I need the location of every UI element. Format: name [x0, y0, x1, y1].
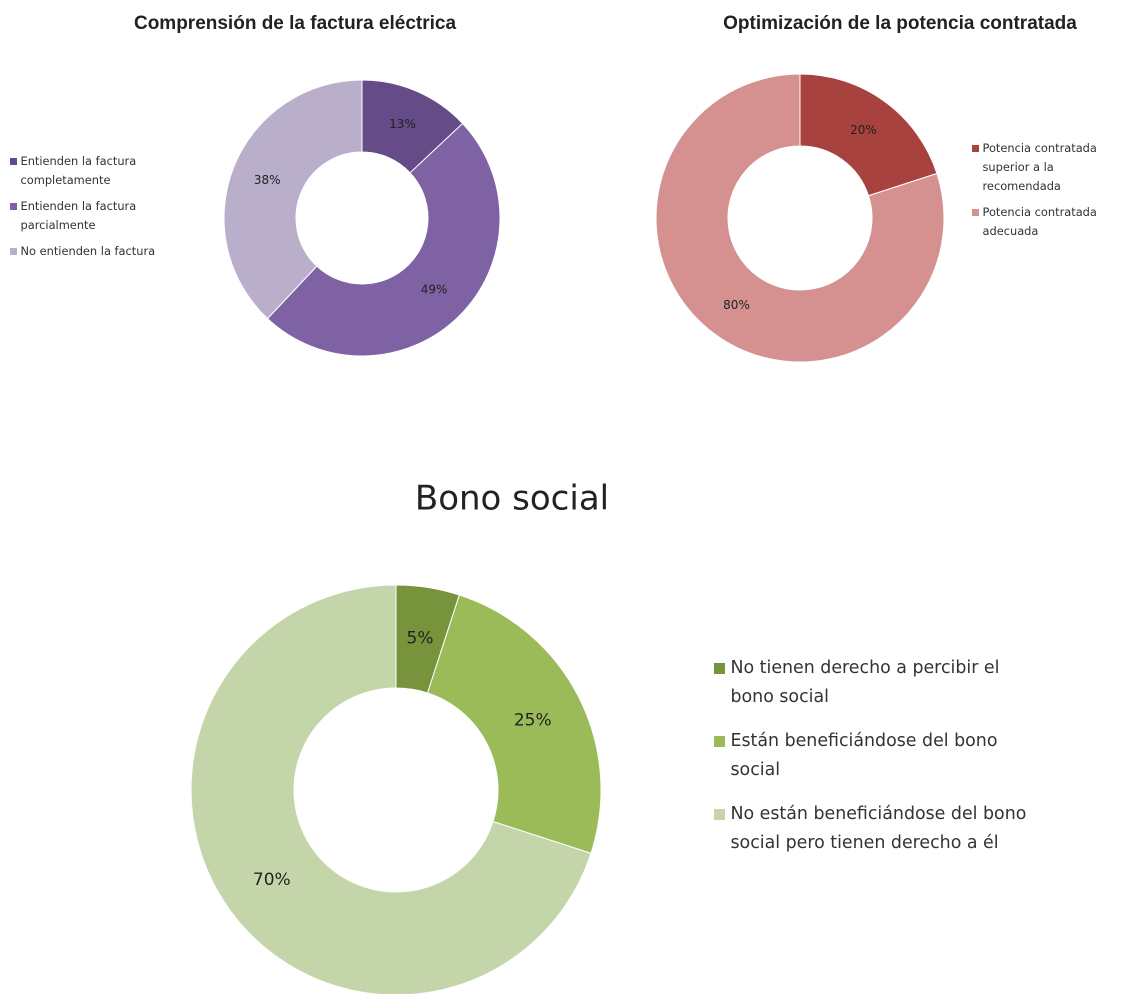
legend-label: Entienden la factura completamente: [20, 154, 137, 187]
chart-title: Optimización de la potencia contratada: [723, 13, 1077, 34]
legend-item: Potencia contratada adecuada: [972, 203, 1127, 241]
donut-slice: [799, 73, 938, 197]
legend-item: Están beneficiándose del bono social: [714, 727, 1034, 785]
legend-label: Están beneficiándose del bono social: [730, 731, 998, 780]
data-label: 38%: [254, 173, 281, 187]
legend-item: No tienen derecho a percibir el bono soc…: [714, 654, 1034, 712]
legend-swatch: [972, 145, 979, 152]
legend-item: Entienden la factura completamente: [10, 152, 175, 190]
legend-item: Potencia contratada superior a la recome…: [972, 139, 1127, 196]
data-label: 25%: [514, 710, 552, 730]
donut-slice: [266, 122, 501, 357]
legend-item: No entienden la factura: [10, 242, 175, 261]
legend-swatch: [714, 736, 725, 747]
data-label: 20%: [850, 123, 877, 137]
legend-swatch: [972, 209, 979, 216]
data-label: 80%: [723, 298, 750, 312]
legend-label: No están beneficiándose del bono social …: [730, 804, 1027, 853]
legend: Entienden la factura completamente Entien…: [10, 152, 175, 268]
legend-swatch: [10, 203, 17, 210]
data-label: 13%: [389, 117, 416, 131]
legend-swatch: [10, 248, 17, 255]
chart-title: Comprensión de la factura eléctrica: [134, 13, 456, 34]
legend-label: Potencia contratada adecuada: [982, 205, 1097, 238]
legend-label: Entienden la factura parcialmente: [20, 199, 137, 232]
chart-title: Bono social: [415, 479, 609, 519]
legend-item: Entienden la factura parcialmente: [10, 197, 175, 235]
legend-swatch: [714, 809, 725, 820]
legend-label: Potencia contratada superior a la recome…: [982, 141, 1097, 193]
legend-label: No tienen derecho a percibir el bono soc…: [730, 658, 1000, 707]
data-label: 70%: [253, 870, 291, 890]
donut-slice: [190, 584, 592, 994]
legend: Potencia contratada superior a la recome…: [972, 139, 1127, 248]
legend-label: No entienden la factura: [20, 244, 156, 258]
legend-swatch: [10, 158, 17, 165]
donut-slice: [426, 594, 602, 854]
donut-slice: [223, 79, 363, 320]
legend-item: No están beneficiándose del bono social …: [714, 800, 1034, 858]
donut-slice: [655, 73, 945, 363]
data-label: 49%: [421, 283, 448, 297]
legend: No tienen derecho a percibir el bono soc…: [714, 654, 1034, 873]
legend-swatch: [714, 663, 725, 674]
data-label: 5%: [407, 628, 434, 648]
